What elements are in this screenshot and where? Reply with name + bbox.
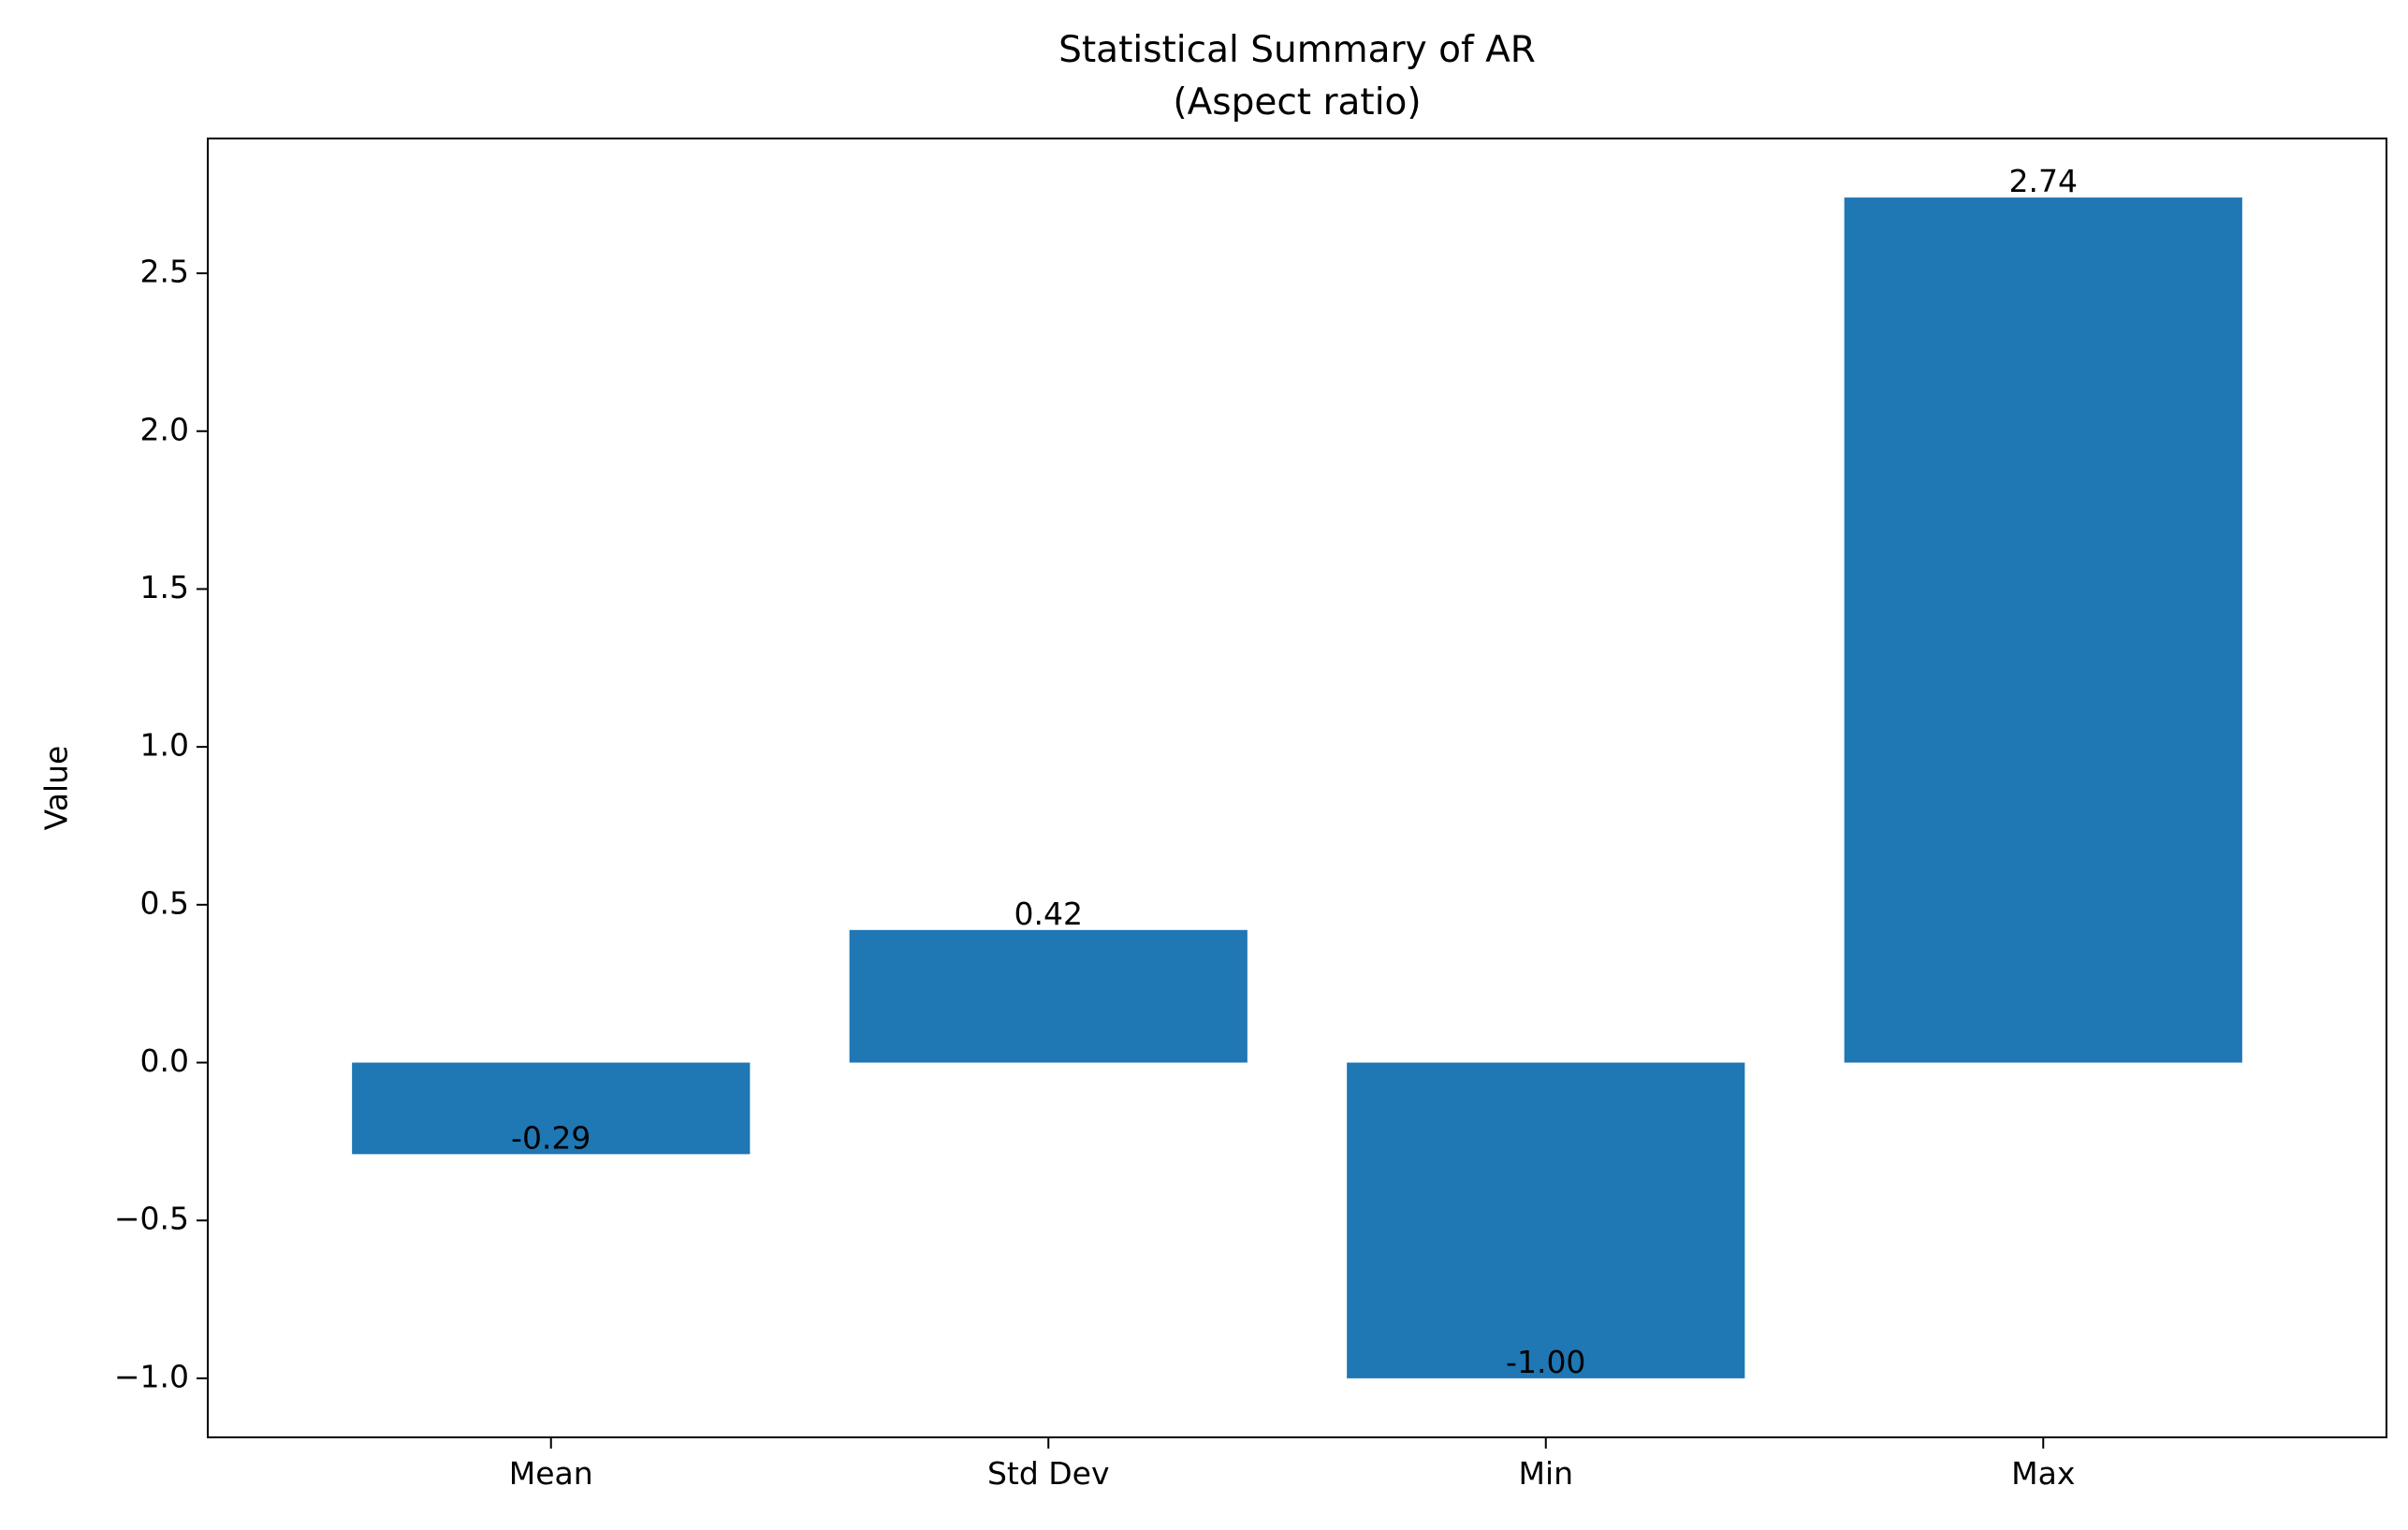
x-axis-ticks: Mean Std Dev Min Max (509, 1437, 2075, 1492)
bar-value-label: 0.42 (1014, 896, 1083, 932)
y-tick-label: 0.0 (140, 1042, 189, 1079)
y-tick-label: −1.0 (114, 1358, 189, 1394)
bar-min (1347, 1062, 1745, 1378)
chart-subtitle: (Aspect ratio) (1173, 81, 1421, 124)
y-tick-label: 2.0 (140, 411, 189, 447)
y-tick-label: −0.5 (114, 1201, 189, 1237)
bar-labels-group: -0.29 0.42 -1.00 2.74 (511, 163, 2078, 1380)
bar-mean (352, 1062, 751, 1155)
y-axis-ticks: −1.0 −0.5 0.0 0.5 1.0 1.5 2.0 2.5 (114, 254, 208, 1394)
bar-max (1844, 197, 2242, 1063)
y-tick-label: 1.5 (140, 569, 189, 605)
bar-value-label: -1.00 (1506, 1344, 1585, 1380)
bar-value-label: -0.29 (511, 1119, 591, 1156)
plot-area-frame (207, 138, 2387, 1438)
x-tick-label: Min (1518, 1455, 1573, 1492)
y-tick-label: 0.5 (140, 884, 189, 921)
y-tick-label: 2.5 (140, 254, 189, 290)
x-tick-label: Mean (509, 1455, 593, 1492)
y-axis-label: Value (38, 746, 75, 831)
x-tick-label: Std Dev (987, 1455, 1110, 1492)
bar-std-dev (849, 929, 1248, 1063)
y-tick-label: 1.0 (140, 727, 189, 764)
chart-title: Statistical Summary of AR (1058, 29, 1536, 71)
x-tick-label: Max (2011, 1455, 2075, 1492)
bar-value-label: 2.74 (2009, 163, 2078, 199)
bars-group (352, 197, 2242, 1378)
